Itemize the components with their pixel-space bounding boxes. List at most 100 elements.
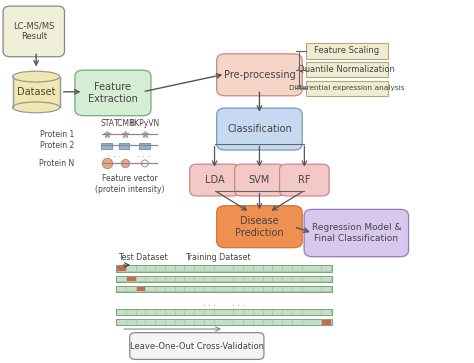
Bar (244, 266, 253, 271)
Bar (322, 266, 331, 271)
Bar (137, 276, 146, 281)
Bar (137, 320, 146, 325)
Bar (137, 266, 146, 271)
Bar (127, 320, 136, 325)
Bar (215, 320, 224, 325)
Bar (195, 266, 204, 271)
Bar (264, 286, 273, 291)
Text: Training Dataset: Training Dataset (185, 253, 251, 262)
Text: BKPyVN: BKPyVN (130, 119, 160, 128)
Bar (312, 310, 321, 315)
Bar (185, 310, 194, 315)
Bar (225, 276, 233, 281)
Bar (273, 310, 282, 315)
Bar (12, 77, 60, 107)
Text: Dataset: Dataset (17, 87, 55, 97)
Bar (303, 310, 311, 315)
Bar (156, 266, 165, 271)
Bar (127, 266, 136, 271)
Bar (273, 276, 282, 281)
Bar (254, 310, 263, 315)
Bar (264, 266, 273, 271)
Bar (117, 309, 331, 315)
Text: Feature Scaling: Feature Scaling (314, 46, 380, 55)
Bar (234, 286, 243, 291)
Bar (273, 266, 282, 271)
Text: Protein 2: Protein 2 (40, 141, 74, 150)
Bar (156, 276, 165, 281)
Bar (117, 286, 331, 292)
Bar (225, 286, 233, 291)
Bar (175, 276, 184, 281)
Point (103, 160, 111, 166)
Bar (293, 310, 302, 315)
Bar (205, 310, 214, 315)
FancyBboxPatch shape (304, 209, 409, 257)
Bar (312, 276, 321, 281)
Bar (312, 320, 321, 325)
FancyBboxPatch shape (3, 6, 64, 57)
Bar (156, 320, 165, 325)
FancyBboxPatch shape (139, 143, 150, 148)
Bar (264, 276, 273, 281)
Bar (254, 286, 263, 291)
Bar (205, 286, 214, 291)
Bar (244, 320, 253, 325)
FancyBboxPatch shape (190, 164, 239, 196)
Bar (293, 320, 302, 325)
Text: . . .      . . .: . . . . . . (109, 150, 150, 159)
Text: Classification: Classification (227, 124, 292, 134)
FancyBboxPatch shape (306, 81, 388, 96)
Bar (117, 320, 126, 325)
Bar (166, 276, 174, 281)
Bar (283, 310, 292, 315)
Text: Feature vector
(protein intensity): Feature vector (protein intensity) (95, 174, 164, 194)
FancyBboxPatch shape (130, 333, 264, 359)
Bar (185, 320, 194, 325)
Bar (264, 320, 273, 325)
Bar (117, 286, 331, 292)
Bar (12, 77, 60, 107)
Text: TCMR: TCMR (114, 119, 135, 128)
Text: Protein 1: Protein 1 (40, 130, 74, 139)
Bar (283, 286, 292, 291)
Text: LDA: LDA (205, 175, 224, 185)
Bar (146, 286, 155, 291)
Bar (225, 266, 233, 271)
Bar (117, 276, 126, 281)
FancyBboxPatch shape (306, 43, 388, 58)
Bar (127, 276, 136, 281)
Bar (234, 310, 243, 315)
FancyBboxPatch shape (119, 143, 129, 148)
Bar (205, 266, 214, 271)
Bar (146, 266, 155, 271)
Ellipse shape (12, 102, 60, 113)
Bar (146, 276, 155, 281)
Bar (195, 310, 204, 315)
Bar (117, 276, 331, 282)
Bar (185, 266, 194, 271)
Bar (215, 276, 224, 281)
Bar (273, 320, 282, 325)
Bar (254, 266, 263, 271)
Bar (137, 310, 146, 315)
Bar (312, 266, 321, 271)
Bar (175, 320, 184, 325)
Text: STA: STA (100, 119, 114, 128)
Bar (195, 320, 204, 325)
Text: Regression Model &
Final Classification: Regression Model & Final Classification (311, 223, 401, 243)
Text: Disease
Prediction: Disease Prediction (235, 216, 284, 237)
Bar (156, 310, 165, 315)
Bar (303, 286, 311, 291)
Bar (156, 286, 165, 291)
Point (121, 160, 128, 166)
Text: Test Dataset: Test Dataset (118, 253, 167, 262)
Bar (205, 320, 214, 325)
Bar (244, 276, 253, 281)
Bar (117, 265, 331, 272)
Bar (195, 276, 204, 281)
Bar (312, 286, 321, 291)
Bar (293, 286, 302, 291)
Bar (117, 309, 331, 315)
Bar (175, 266, 184, 271)
